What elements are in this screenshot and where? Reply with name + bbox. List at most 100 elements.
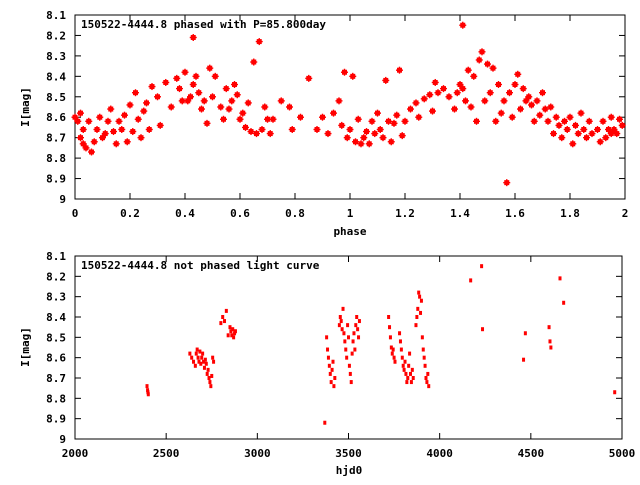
phased-data-point bbox=[522, 97, 530, 105]
unphased-data-point bbox=[331, 359, 335, 364]
unphased-data-point bbox=[146, 388, 150, 393]
unphased-data-point bbox=[199, 361, 203, 366]
phased-data-point bbox=[618, 121, 626, 129]
phased-data-point bbox=[517, 105, 524, 113]
phased-data-point bbox=[288, 125, 296, 133]
phased-data-points bbox=[71, 21, 626, 187]
phased-data-point bbox=[415, 113, 423, 121]
phased-data-point bbox=[154, 93, 161, 101]
unphased-data-point bbox=[354, 323, 358, 328]
phased-plot-frame bbox=[74, 14, 626, 200]
phased-data-point bbox=[225, 105, 233, 113]
unphased-x-tick-label: 3000 bbox=[244, 447, 271, 460]
phased-y-tick-label: 9 bbox=[59, 193, 66, 206]
phased-data-point bbox=[385, 117, 392, 125]
unphased-data-point bbox=[224, 308, 228, 313]
phased-data-point bbox=[266, 130, 274, 138]
phased-data-point bbox=[495, 81, 502, 89]
phased-chart-title: 150522-4444.8 phased with P=85.800day bbox=[81, 18, 326, 31]
unphased-data-point bbox=[393, 359, 397, 364]
phased-data-point bbox=[82, 144, 90, 152]
unphased-data-point bbox=[346, 323, 350, 328]
phased-data-point bbox=[497, 109, 505, 117]
unphased-data-point bbox=[228, 325, 232, 330]
phased-data-point bbox=[137, 134, 145, 142]
unphased-data-point bbox=[347, 363, 351, 368]
phased-data-point bbox=[203, 119, 211, 127]
phased-x-tick-label: 0.4 bbox=[175, 207, 195, 220]
phased-data-point bbox=[459, 85, 467, 93]
phased-data-point bbox=[85, 117, 93, 125]
phased-y-ticks: 8.1 8.2 8.3 8.4 8.5 8.6 8.7 8.8 8.9 9 bbox=[46, 9, 625, 206]
phased-data-point bbox=[354, 115, 362, 123]
phased-data-point bbox=[382, 76, 390, 84]
unphased-data-point bbox=[146, 390, 150, 395]
unphased-x-tick-label: 4500 bbox=[518, 447, 545, 460]
phased-data-point bbox=[335, 97, 343, 105]
phased-data-point bbox=[269, 115, 277, 123]
phased-data-point bbox=[464, 66, 472, 74]
phased-data-point bbox=[398, 132, 406, 140]
phased-y-tick-label: 8.7 bbox=[46, 132, 66, 145]
unphased-data-point bbox=[400, 355, 404, 360]
phased-data-point bbox=[244, 99, 252, 107]
phased-data-point bbox=[544, 117, 552, 125]
phased-data-point bbox=[140, 107, 148, 115]
phased-data-point bbox=[569, 140, 577, 148]
unphased-data-point bbox=[333, 376, 337, 380]
phased-y-tick-label: 8.9 bbox=[46, 173, 66, 186]
unphased-data-point bbox=[327, 363, 331, 368]
unphased-data-point bbox=[411, 376, 415, 380]
unphased-data-point bbox=[427, 384, 431, 389]
phased-data-point bbox=[330, 109, 337, 117]
unphased-data-point bbox=[403, 359, 407, 364]
phased-data-point bbox=[360, 134, 368, 142]
unphased-x-tick-label: 3500 bbox=[335, 447, 362, 460]
phased-y-tick-label: 8.6 bbox=[46, 111, 66, 124]
phased-data-point bbox=[508, 113, 516, 121]
phased-data-point bbox=[286, 103, 293, 111]
phased-data-point bbox=[594, 125, 601, 133]
unphased-data-point bbox=[193, 363, 197, 368]
unphased-data-point bbox=[389, 345, 393, 350]
phased-data-point bbox=[357, 140, 365, 148]
phased-data-point bbox=[118, 125, 126, 133]
unphased-data-point bbox=[209, 384, 213, 389]
unphased-data-point bbox=[343, 339, 347, 344]
unphased-data-point bbox=[190, 355, 194, 360]
unphased-y-tick-label: 8.6 bbox=[46, 352, 66, 365]
phased-data-point bbox=[585, 117, 593, 125]
phased-data-point bbox=[431, 78, 439, 86]
unphased-data-point bbox=[348, 371, 352, 376]
phased-data-point bbox=[162, 78, 170, 86]
phased-data-point bbox=[481, 97, 489, 105]
unphased-data-point bbox=[426, 371, 430, 376]
phased-data-point bbox=[475, 56, 483, 64]
phased-data-point bbox=[258, 125, 266, 133]
phased-data-point bbox=[319, 113, 326, 121]
unphased-data-point bbox=[419, 310, 423, 315]
unphased-data-point bbox=[328, 371, 332, 376]
phased-data-point bbox=[486, 89, 494, 97]
unphased-chart-title: 150522-4444.8 not phased light curve bbox=[81, 259, 320, 272]
phased-data-point bbox=[561, 117, 568, 125]
unphased-y-tick-label: 9 bbox=[59, 433, 66, 446]
phased-data-point bbox=[453, 89, 461, 97]
unphased-data-point bbox=[398, 339, 402, 344]
phased-data-point bbox=[536, 111, 544, 119]
phased-data-point bbox=[528, 101, 535, 109]
unphased-data-points bbox=[145, 264, 617, 425]
phased-data-point bbox=[602, 134, 610, 142]
phased-data-point bbox=[305, 74, 313, 82]
phased-data-point bbox=[184, 97, 192, 105]
unphased-data-point bbox=[196, 355, 200, 360]
unphased-data-point bbox=[547, 325, 551, 330]
phased-data-point bbox=[134, 115, 142, 123]
phased-data-point bbox=[440, 85, 447, 93]
phased-data-point bbox=[393, 111, 401, 119]
phased-data-point bbox=[88, 148, 95, 156]
unphased-data-point bbox=[338, 315, 342, 319]
unphased-data-point bbox=[357, 335, 361, 340]
